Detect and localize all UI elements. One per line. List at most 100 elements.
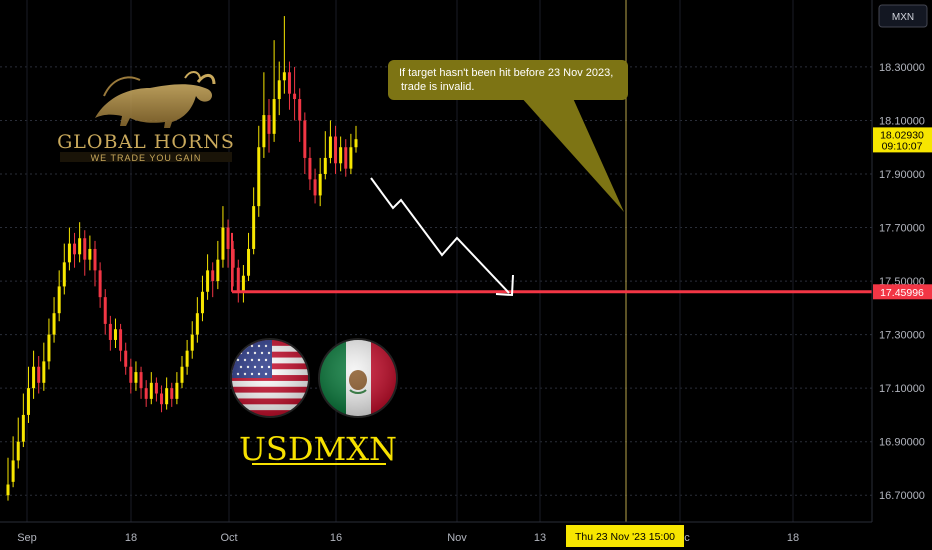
candle: [62, 243, 66, 295]
candle: [349, 133, 353, 174]
time-tick-label: 16: [330, 532, 342, 544]
candle: [195, 297, 199, 343]
candle: [344, 139, 348, 177]
time-tick-label: 13: [534, 532, 546, 544]
candle: [78, 222, 82, 263]
price-tick-label: 18.10000: [879, 115, 925, 127]
price-tick-label: 17.30000: [879, 330, 925, 342]
candle: [334, 125, 338, 174]
time-tick-label: Sep: [17, 532, 37, 544]
price-axis[interactable]: [872, 0, 932, 550]
candle: [67, 227, 71, 271]
price-tick-label: 17.90000: [879, 169, 925, 181]
candle: [206, 254, 210, 300]
candle: [303, 112, 307, 174]
logo-tagline: WE TRADE YOU GAIN: [91, 153, 202, 163]
candle: [180, 356, 184, 389]
candle: [129, 358, 133, 394]
price-tick-label: 17.10000: [879, 383, 925, 395]
mexico-flag-icon: [318, 338, 398, 418]
candle: [134, 361, 138, 391]
time-axis[interactable]: [0, 522, 872, 550]
candle: [257, 125, 261, 217]
candle: [42, 342, 46, 391]
candle: [277, 61, 281, 116]
current-price-label: 18.02930 09:10:07: [873, 127, 932, 153]
candles-layer: [6, 16, 358, 501]
candle: [313, 168, 317, 204]
candle: [293, 66, 297, 121]
symbol-badge-label: MXN: [892, 12, 914, 23]
candle: [93, 240, 97, 287]
candle: [83, 230, 87, 276]
candle: [323, 131, 327, 180]
candle: [200, 275, 204, 322]
candle: [37, 356, 41, 394]
candle: [287, 61, 291, 110]
candle: [160, 385, 164, 413]
candle: [221, 206, 225, 268]
pair-label: USDMXN: [239, 430, 397, 468]
candle: [226, 219, 230, 268]
price-tick-label: 16.90000: [879, 437, 925, 449]
candle: [108, 315, 112, 351]
candle: [236, 259, 240, 303]
support-price-value: 17.45996: [880, 287, 924, 299]
candle: [185, 339, 189, 375]
annotation-callout[interactable]: If target hasn't been hit before 23 Nov …: [388, 60, 628, 212]
candle: [139, 366, 143, 399]
candle: [119, 323, 123, 362]
candle: [247, 232, 251, 282]
candle: [88, 235, 92, 271]
symbol-badge[interactable]: MXN: [878, 4, 928, 28]
candle: [73, 232, 77, 268]
candle: [175, 372, 179, 405]
candle: [231, 240, 235, 287]
candle: [16, 417, 20, 469]
candle: [98, 262, 102, 308]
candle: [124, 342, 128, 375]
candle: [328, 120, 332, 164]
candle: [267, 99, 271, 153]
candle: [47, 318, 51, 370]
zigzag-arrow: [370, 177, 514, 297]
logo-tagline-bar: [60, 152, 232, 162]
candle: [190, 321, 194, 359]
candle: [354, 125, 358, 153]
candle: [339, 136, 343, 172]
candle: [6, 457, 10, 501]
time-tick-label: Oct: [220, 532, 237, 544]
candle: [154, 377, 158, 402]
candle: [318, 157, 322, 207]
candle: [144, 380, 148, 407]
us-flag-icon: [230, 338, 310, 418]
candle: [252, 187, 256, 255]
candle: [282, 16, 286, 94]
support-price-label: 17.45996: [873, 284, 932, 300]
candle: [165, 377, 169, 410]
candle: [262, 72, 266, 158]
candle: [170, 382, 174, 407]
candle: [149, 372, 153, 405]
candle: [113, 318, 117, 348]
candle: [272, 40, 276, 142]
candle: [26, 366, 30, 423]
candle: [32, 350, 36, 399]
time-tick-label: 18: [125, 532, 137, 544]
candle: [298, 88, 302, 142]
current-price-value: 18.02930: [880, 129, 924, 141]
logo-text: GLOBAL HORNS: [57, 131, 235, 153]
candle: [241, 265, 245, 303]
price-tick-label: 18.30000: [879, 62, 925, 74]
price-tick-label: 17.70000: [879, 223, 925, 235]
candle: [57, 270, 61, 322]
candle: [21, 393, 25, 448]
candle: [103, 289, 107, 335]
annotation-line-1: If target hasn't been hit before 23 Nov …: [399, 67, 613, 79]
annotation-line-2: trade is invalid.: [401, 81, 474, 93]
price-tick-label: 16.70000: [879, 490, 925, 502]
candle: [216, 240, 220, 290]
crosshair-date-label: Thu 23 Nov '23 15:00: [566, 525, 684, 547]
time-tick-label: 18: [787, 532, 799, 544]
candle: [308, 147, 312, 191]
